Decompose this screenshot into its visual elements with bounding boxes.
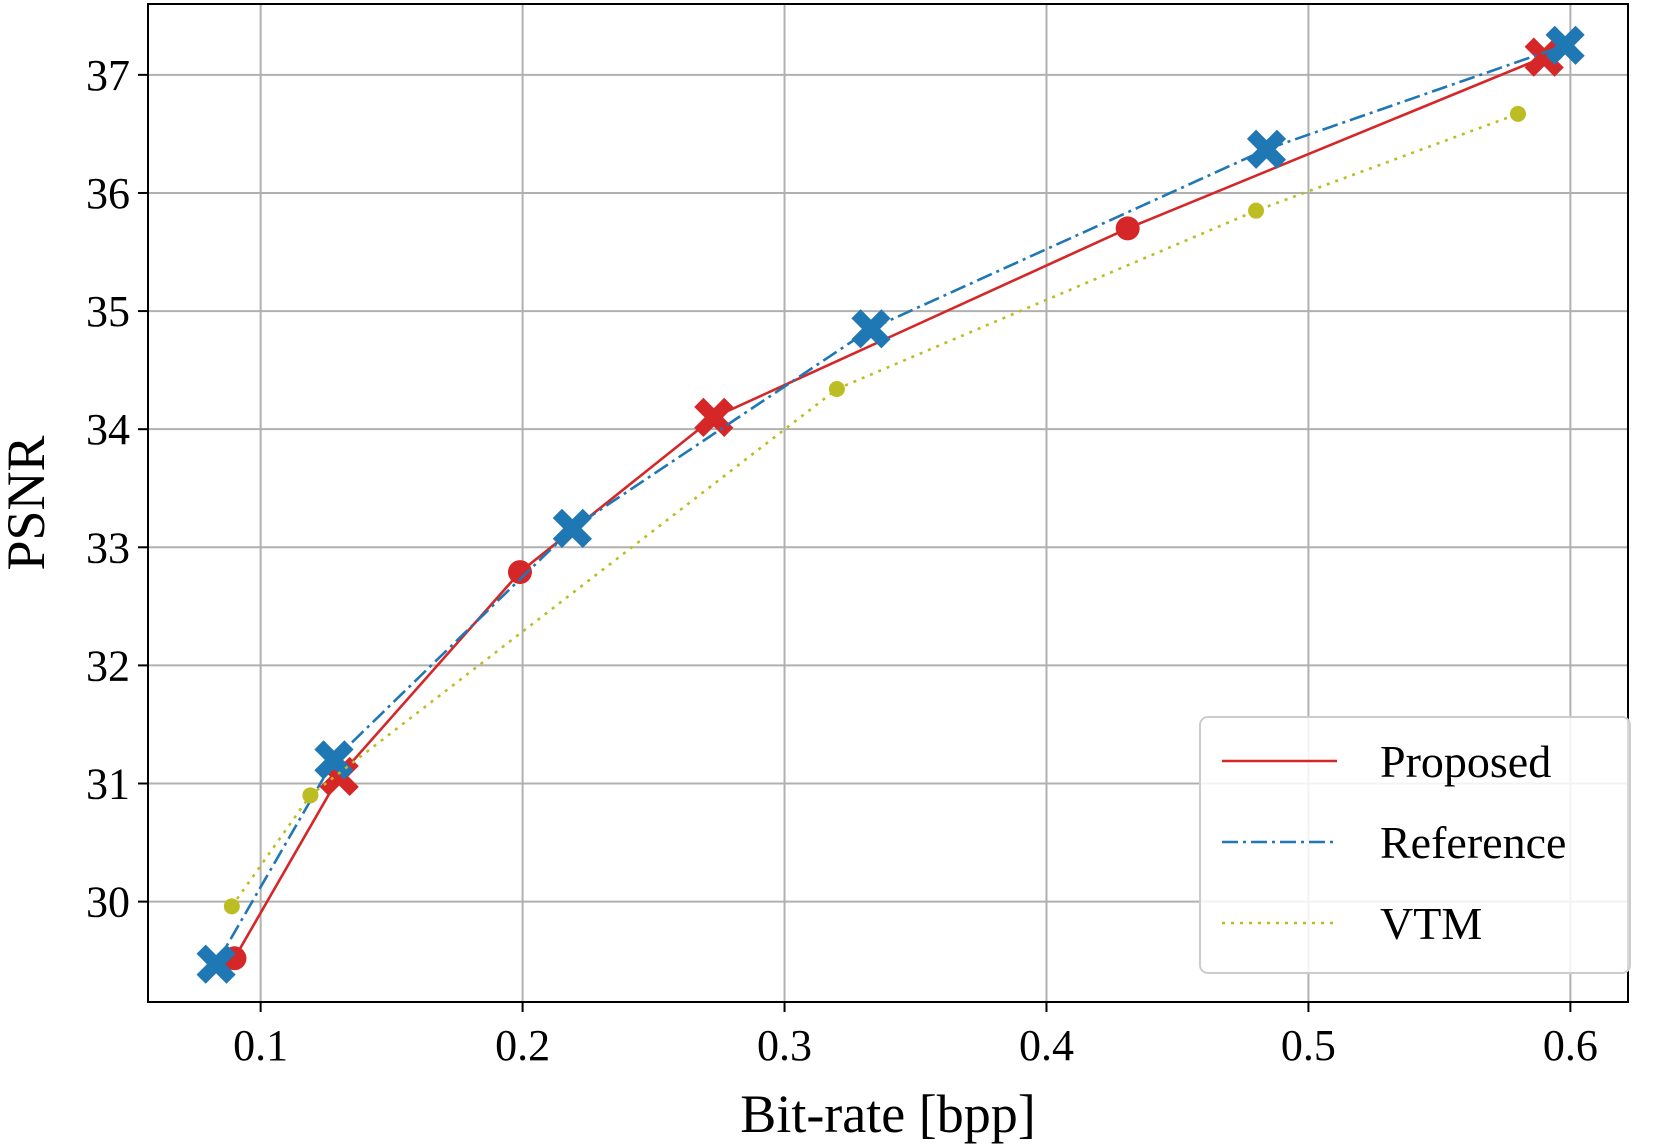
data-point-reference xyxy=(196,944,236,984)
grid xyxy=(148,4,1628,1002)
y-tick-label: 35 xyxy=(86,287,130,336)
legend-label-reference: Reference xyxy=(1380,817,1566,868)
x-tick-label: 0.6 xyxy=(1543,1021,1598,1070)
series-vtm xyxy=(223,105,1526,915)
y-tick-label: 33 xyxy=(86,523,130,572)
data-point-proposed xyxy=(507,560,532,585)
y-tick-label: 31 xyxy=(86,760,130,809)
legend-label-proposed: Proposed xyxy=(1380,736,1551,787)
x-tick-label: 0.5 xyxy=(1281,1021,1336,1070)
x-tick-label: 0.2 xyxy=(495,1021,550,1070)
data-point-vtm xyxy=(302,787,319,804)
axis-ticks: 0.1 0.2 0.3 0.4 0.5 0.6 30 31 32 33 34 35 36 37 xyxy=(86,51,1598,1070)
data-point-reference xyxy=(314,740,354,780)
y-axis-title: PSNR xyxy=(0,435,56,570)
x-tick-label: 0.3 xyxy=(757,1021,812,1070)
y-tick-label: 36 xyxy=(86,169,130,218)
data-point-vtm xyxy=(828,381,845,398)
legend: Proposed Reference VTM xyxy=(1199,716,1631,974)
data-point-vtm xyxy=(1509,105,1526,122)
data-point-proposed xyxy=(694,397,734,437)
plot-frame xyxy=(147,3,1629,1003)
y-tick-label: 32 xyxy=(86,641,130,690)
data-point-reference xyxy=(1545,25,1585,65)
series-layer xyxy=(196,25,1585,984)
data-point-proposed xyxy=(1115,216,1140,241)
data-point-vtm xyxy=(223,898,240,915)
x-tick-label: 0.1 xyxy=(233,1021,288,1070)
y-tick-label: 34 xyxy=(86,405,130,454)
data-point-reference xyxy=(851,309,891,349)
legend-label-vtm: VTM xyxy=(1380,898,1482,949)
data-point-reference xyxy=(1246,129,1287,169)
series-line-proposed xyxy=(233,55,1545,959)
data-point-reference xyxy=(552,508,592,548)
x-tick-label: 0.4 xyxy=(1019,1021,1074,1070)
series-proposed xyxy=(222,37,1564,971)
y-tick-label: 30 xyxy=(86,878,130,927)
data-point-vtm xyxy=(1248,202,1265,219)
legend-box xyxy=(1199,716,1631,974)
y-tick-label: 37 xyxy=(86,51,130,100)
x-axis-title: Bit-rate [bpp] xyxy=(740,1084,1035,1144)
